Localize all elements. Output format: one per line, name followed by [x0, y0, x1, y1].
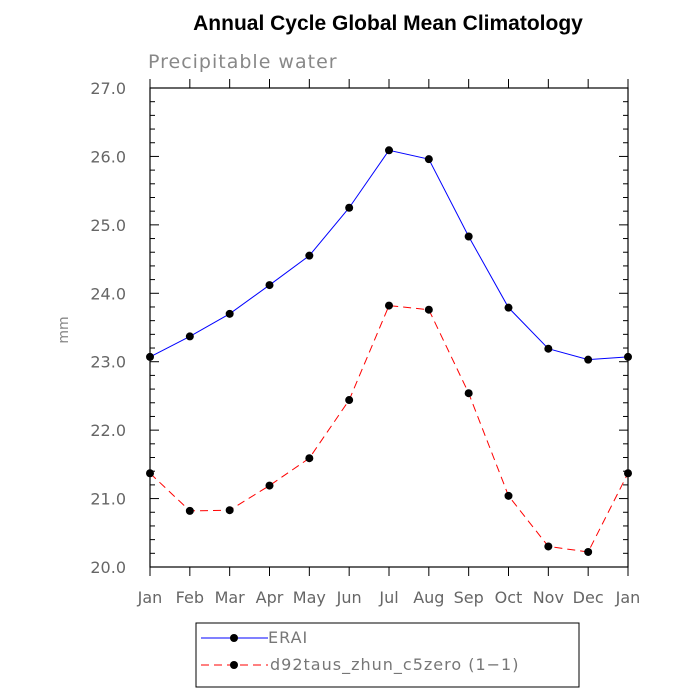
data-point-series-0	[464, 232, 473, 241]
data-point-series-0	[385, 146, 393, 155]
data-point-series-1	[305, 454, 314, 463]
data-point-series-0	[305, 251, 314, 260]
series-line-0	[149, 149, 629, 361]
data-point-series-0	[225, 309, 234, 318]
x-tick-label: Apr	[256, 588, 284, 607]
data-point-series-1	[464, 389, 473, 398]
chart-title: Annual Cycle Global Mean Climatology	[193, 12, 583, 35]
axis-ticks	[149, 79, 629, 576]
data-point-series-1	[265, 481, 274, 490]
y-tick-label: 24.0	[90, 284, 126, 303]
axis-tick-labels: 20.0 21.0 22.0 23.0 24.0 25.0 26.0 27.0 Jan Feb Ma…	[90, 79, 640, 607]
data-point-series-1	[385, 301, 393, 310]
data-point-series-0	[345, 203, 354, 212]
x-tick-label: Jan	[137, 588, 163, 607]
data-point-series-0	[146, 352, 154, 361]
y-tick-label: 20.0	[90, 558, 126, 577]
legend-label-erai: ERAI	[268, 628, 308, 647]
legend-marker-erai	[230, 634, 238, 642]
y-tick-label: 27.0	[90, 79, 126, 98]
data-point-series-1	[345, 396, 354, 405]
x-tick-label: Mar	[215, 588, 246, 607]
y-tick-label: 26.0	[90, 147, 126, 166]
data-point-series-1	[424, 305, 433, 314]
data-point-series-1	[225, 506, 234, 515]
x-tick-label: Jun	[336, 588, 362, 607]
legend-marker-d92taus	[230, 661, 238, 669]
series-points	[146, 146, 632, 556]
x-tick-label: Sep	[454, 588, 484, 607]
data-point-series-1	[544, 542, 553, 551]
x-tick-label: Jul	[378, 588, 398, 607]
series-lines	[149, 149, 629, 553]
y-axis-label: mm	[56, 316, 72, 343]
x-tick-label: Jan	[615, 588, 641, 607]
plot-frame	[149, 87, 629, 568]
data-point-series-1	[624, 469, 632, 478]
y-tick-label: 22.0	[90, 421, 126, 440]
x-tick-label: Aug	[413, 588, 444, 607]
legend-label-d92taus: d92taus_zhun_c5zero (1−1)	[270, 655, 519, 675]
data-point-series-1	[584, 547, 593, 556]
data-point-series-0	[544, 344, 553, 353]
data-point-series-1	[504, 491, 513, 500]
legend: ERAI d92taus_zhun_c5zero (1−1)	[195, 622, 580, 688]
x-tick-label: May	[293, 588, 326, 607]
y-tick-label: 25.0	[90, 216, 126, 235]
data-point-series-0	[265, 281, 274, 290]
data-point-series-0	[185, 332, 194, 341]
data-point-series-0	[624, 352, 632, 361]
data-point-series-1	[146, 469, 154, 478]
series-line-1	[149, 305, 629, 553]
data-point-series-0	[584, 355, 593, 364]
chart-subtitle: Precipitable water	[148, 51, 338, 73]
y-tick-label: 21.0	[90, 490, 126, 509]
x-tick-label: Nov	[533, 588, 564, 607]
data-point-series-0	[504, 303, 513, 312]
legend-box	[195, 622, 580, 688]
data-point-series-1	[185, 506, 194, 515]
x-tick-label: Dec	[573, 588, 604, 607]
x-tick-label: Oct	[495, 588, 523, 607]
data-point-series-0	[424, 155, 433, 164]
y-tick-label: 23.0	[90, 353, 126, 372]
x-tick-label: Feb	[176, 588, 204, 607]
